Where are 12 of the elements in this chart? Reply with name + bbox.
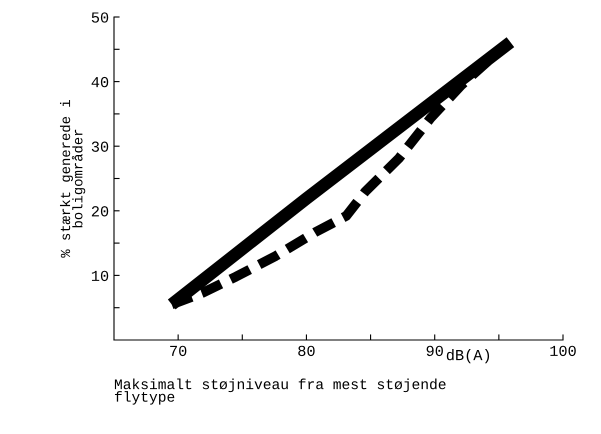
x-tick-label: 70	[170, 346, 186, 356]
x-tick-label: 90	[426, 346, 443, 356]
y-axis-title: % stærkt generede i boligområder	[60, 100, 86, 258]
x-tick-label: 80	[298, 346, 315, 356]
y-tick-label: 10	[92, 270, 108, 282]
y-tick-label: 20	[92, 206, 108, 216]
y-tick-label: 40	[92, 76, 108, 88]
x-axis-title: Maksimalt støjniveau fra mest støjende flytype	[114, 378, 446, 405]
x-tick-label: 100	[550, 346, 576, 356]
y-tick-label: 50	[92, 12, 108, 23]
y-tick-label: 30	[92, 142, 108, 152]
text: dB(A)	[446, 349, 490, 364]
